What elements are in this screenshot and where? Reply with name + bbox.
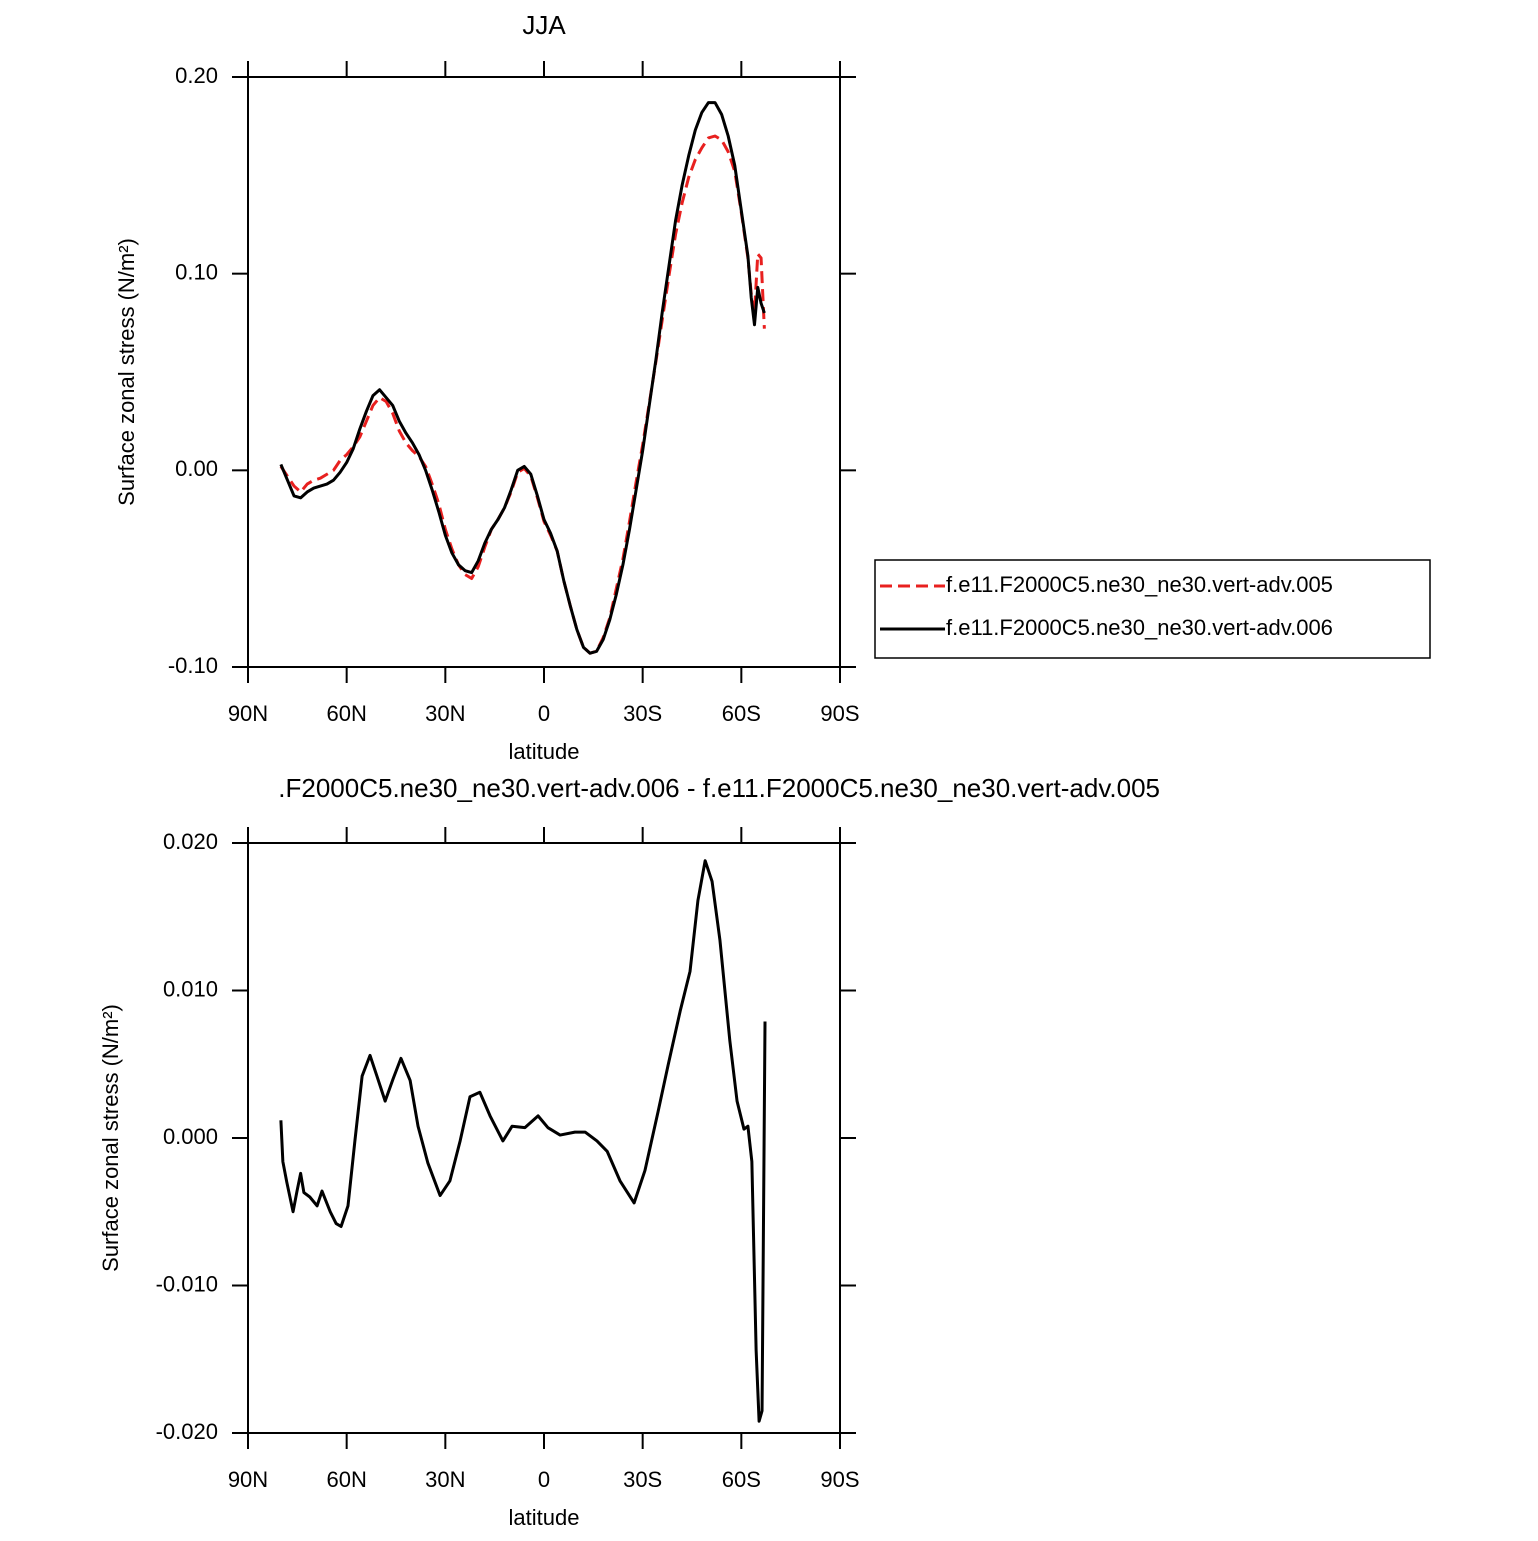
x-tick-label: 60S xyxy=(722,1467,761,1492)
y-axis-label: Surface zonal stress (N/m²) xyxy=(114,238,139,506)
y-tick-label: -0.020 xyxy=(156,1419,218,1444)
y-axis-label: Surface zonal stress (N/m²) xyxy=(98,1004,123,1272)
x-tick-label: 0 xyxy=(538,1467,550,1492)
x-tick-label: 30S xyxy=(623,1467,662,1492)
legend-label: f.e11.F2000C5.ne30_ne30.vert-adv.006 xyxy=(946,615,1333,640)
x-tick-label: 30N xyxy=(425,701,465,726)
y-tick-label: -0.010 xyxy=(156,1271,218,1296)
legend-box xyxy=(874,559,1431,659)
x-tick-label: 60S xyxy=(722,701,761,726)
x-tick-label: 30N xyxy=(425,1467,465,1492)
y-tick-label: -0.10 xyxy=(168,653,218,678)
chart-title: JJA xyxy=(522,10,566,40)
data-line xyxy=(279,859,767,1423)
x-tick-label: 60N xyxy=(326,701,366,726)
y-tick-label: 0.20 xyxy=(175,63,218,88)
data-line xyxy=(279,101,766,655)
y-tick-label: 0.000 xyxy=(163,1124,218,1149)
y-tick-label: 0.10 xyxy=(175,259,218,284)
chart-title: .F2000C5.ne30_ne30.vert-adv.006 - f.e11.… xyxy=(278,773,1160,803)
x-axis-label: latitude xyxy=(509,739,580,764)
x-tick-label: 90N xyxy=(228,701,268,726)
x-axis-label: latitude xyxy=(509,1505,580,1530)
y-tick-label: 0.020 xyxy=(163,829,218,854)
y-tick-label: 0.010 xyxy=(163,976,218,1001)
data-line xyxy=(279,134,766,655)
x-tick-label: 90S xyxy=(820,1467,859,1492)
plot-frame xyxy=(247,76,841,668)
x-tick-label: 0 xyxy=(538,701,550,726)
x-tick-label: 30S xyxy=(623,701,662,726)
legend-label: f.e11.F2000C5.ne30_ne30.vert-adv.005 xyxy=(946,572,1333,597)
x-tick-label: 90N xyxy=(228,1467,268,1492)
x-tick-label: 90S xyxy=(820,701,859,726)
y-tick-label: 0.00 xyxy=(175,456,218,481)
x-tick-label: 60N xyxy=(326,1467,366,1492)
plot-frame xyxy=(247,842,841,1434)
